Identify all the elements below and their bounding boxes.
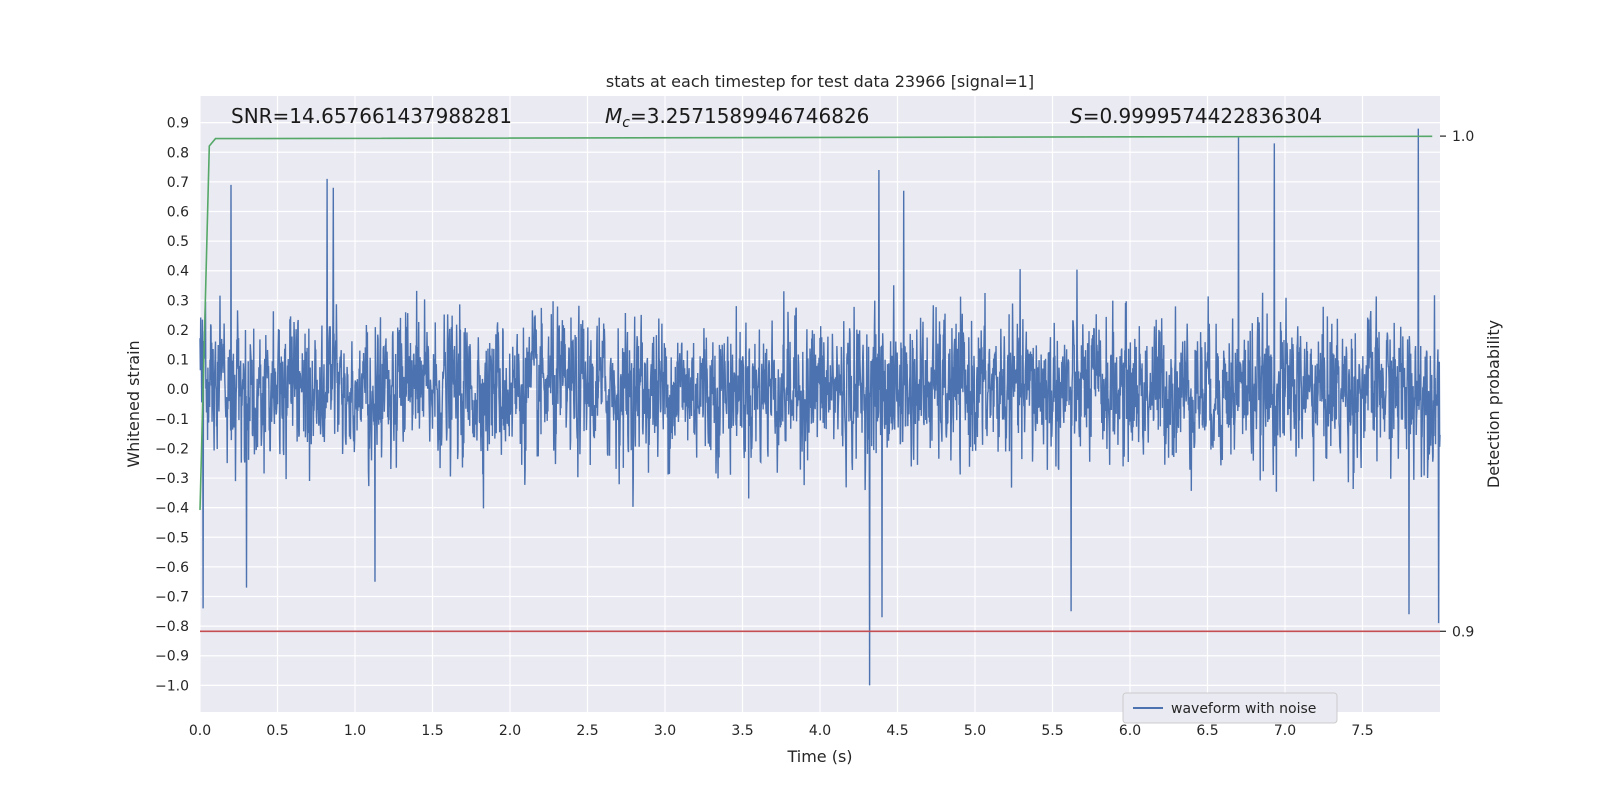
y2-axis-label: Detection probability (1484, 320, 1503, 488)
x-tick-label: 3.0 (654, 723, 676, 739)
x-tick-label: 7.0 (1274, 723, 1296, 739)
x-tick-label: 5.0 (964, 723, 986, 739)
series-detection-probability (199, 135, 1433, 510)
x-axis: 0.0 0.5 1.0 1.5 2.0 2.5 3.0 3.5 4.0 4.5 5.0 5.5 6.0 6… (189, 723, 1374, 739)
x-tick-label: 7.5 (1351, 723, 1373, 739)
chirp-mass-annotation: Mc=3.2571589946746826 (605, 104, 869, 131)
x-tick-label: 0.5 (266, 723, 288, 739)
y-tick-label: −0.7 (155, 590, 189, 606)
y-tick-label: 0.6 (167, 205, 189, 221)
y-tick-label: −0.6 (155, 560, 189, 576)
y-tick-label: −0.9 (155, 649, 189, 665)
y-tick-label: −0.5 (155, 530, 189, 546)
y-axis-label: Whitened strain (124, 340, 143, 467)
mc-symbol: M (605, 104, 622, 128)
y-tick-label: −0.2 (155, 441, 189, 457)
x-axis-label: Time (s) (786, 747, 852, 766)
y-tick-label: 0.9 (167, 116, 189, 132)
s-symbol: S (1070, 104, 1083, 128)
y-tick-label: −1.0 (155, 678, 189, 694)
y-tick-label: −0.4 (155, 501, 189, 517)
x-tick-label: 6.0 (1119, 723, 1141, 739)
y-tick-label: −0.3 (155, 471, 189, 487)
x-tick-label: 6.5 (1196, 723, 1218, 739)
y-tick-label: 0.2 (167, 323, 189, 339)
y2-tick-label: 0.9 (1452, 624, 1474, 640)
x-tick-label: 4.5 (886, 723, 908, 739)
chart-title: stats at each timestep for test data 239… (606, 72, 1034, 91)
y-tick-label: −0.8 (155, 619, 189, 635)
y-tick-label: −0.1 (155, 412, 189, 428)
y-axis: 0.9 0.8 0.7 0.6 0.5 0.4 0.3 0.2 0.1 0.0 −0.1 −0.2 −0… (155, 116, 189, 695)
legend-label: waveform with noise (1171, 701, 1316, 717)
x-tick-label: 2.0 (499, 723, 521, 739)
s-value: =0.9999574422836304 (1083, 104, 1322, 128)
y-tick-label: 0.3 (167, 293, 189, 309)
snr-annotation: SNR=14.657661437988281 (231, 104, 512, 128)
mc-subscript: c (622, 115, 630, 131)
x-tick-label: 2.5 (576, 723, 598, 739)
legend-box (1122, 692, 1338, 724)
mc-value: =3.2571589946746826 (630, 104, 869, 128)
series-waveform-with-noise (199, 128, 1441, 686)
x-tick-label: 5.5 (1041, 723, 1063, 739)
x-tick-label: 1.0 (344, 723, 366, 739)
y2-axis: 1.0 0.9 (1440, 129, 1474, 640)
x-tick-label: 0.0 (189, 723, 211, 739)
y-tick-label: 0.4 (167, 264, 189, 280)
y-tick-label: 0.1 (167, 353, 189, 369)
y-tick-label: 0.7 (167, 175, 189, 191)
legend: waveform with noise (1122, 692, 1338, 724)
y2-tick-label: 1.0 (1452, 129, 1474, 145)
x-tick-label: 3.5 (731, 723, 753, 739)
y-tick-label: 0.0 (167, 382, 189, 398)
y-tick-label: 0.5 (167, 234, 189, 250)
y-tick-label: 0.8 (167, 145, 189, 161)
x-tick-label: 1.5 (421, 723, 443, 739)
score-annotation: S=0.9999574422836304 (1070, 104, 1322, 128)
series-layer (199, 128, 1441, 686)
x-tick-label: 4.0 (809, 723, 831, 739)
